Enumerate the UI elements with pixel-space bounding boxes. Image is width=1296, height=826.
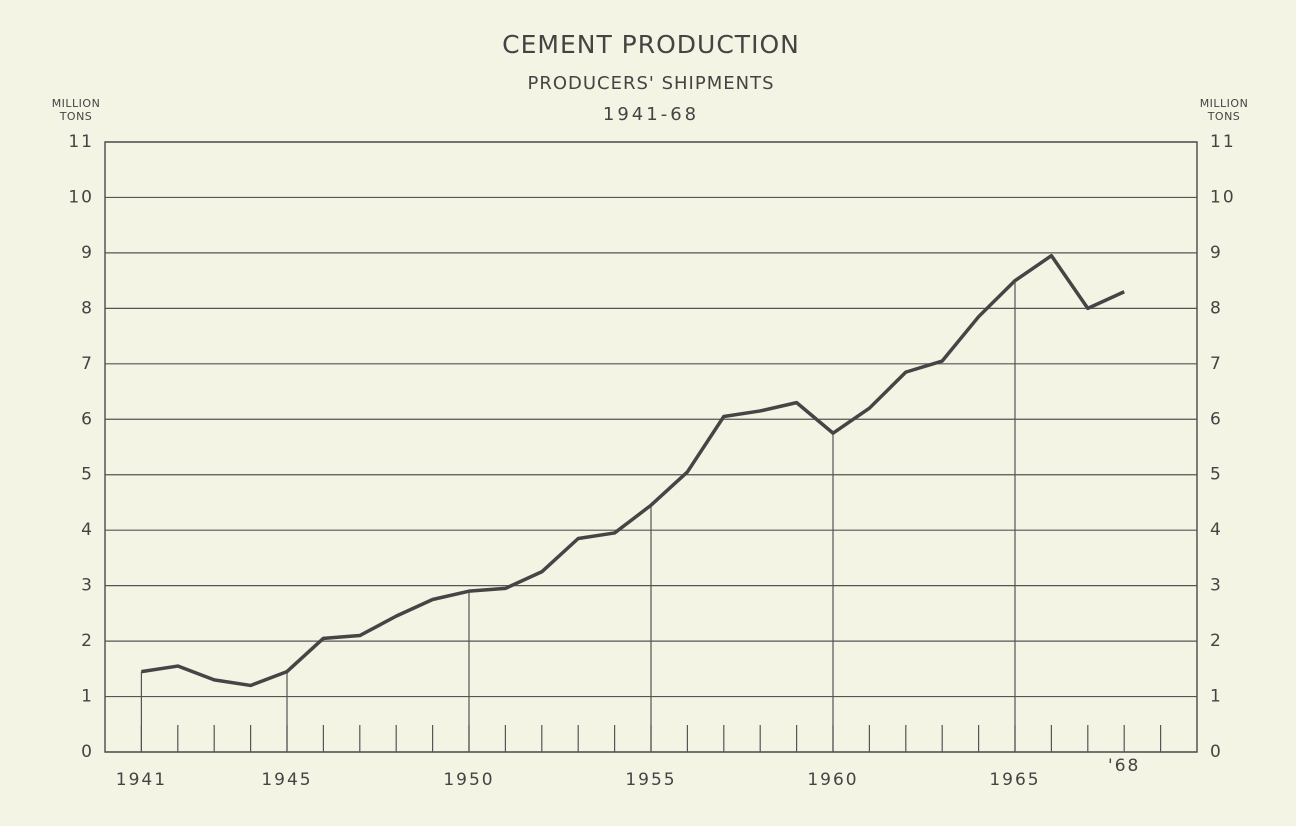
y2-tick-label: 5	[1210, 465, 1223, 485]
y2-tick-label: 11	[1210, 132, 1236, 152]
y-tick-label: 1	[81, 687, 94, 707]
y-tick-label: 0	[81, 742, 94, 762]
y-tick-label: 4	[81, 520, 94, 540]
y2-tick-label: 1	[1210, 687, 1223, 707]
y-tick-label: 8	[81, 298, 94, 318]
x-tick-label: 1950	[443, 770, 494, 790]
y-tick-label: 3	[81, 576, 94, 596]
y-tick-label: 5	[81, 465, 94, 485]
x-tick-label: 1955	[625, 770, 676, 790]
y2-axis-title: MILLION TONS	[1200, 97, 1249, 123]
y2-tick-label: 8	[1210, 298, 1223, 318]
chart-subtitle: PRODUCERS' SHIPMENTS	[527, 73, 774, 94]
x-tick-label: 1941	[116, 770, 167, 790]
y2-tick-label: 4	[1210, 520, 1223, 540]
y-axis-title: MILLION TONS	[52, 97, 101, 123]
data-line	[141, 253, 1125, 688]
x-tick-label: '68	[1108, 756, 1140, 776]
y2-tick-label: 9	[1210, 243, 1223, 263]
y-tick-label: 2	[81, 631, 94, 651]
y-tick-label: 9	[81, 243, 94, 263]
y-tick-label: 7	[81, 354, 94, 374]
y2-tick-label: 7	[1210, 354, 1223, 374]
y2-tick-label: 6	[1210, 409, 1223, 429]
y2-tick-label: 2	[1210, 631, 1223, 651]
y2-tick-label: 10	[1210, 187, 1236, 207]
y-tick-label: 10	[68, 187, 94, 207]
x-tick-label: 1960	[807, 770, 858, 790]
y2-tick-label: 3	[1210, 576, 1223, 596]
y-tick-label: 11	[68, 132, 94, 152]
y-tick-label: 6	[81, 409, 94, 429]
y2-tick-label: 0	[1210, 742, 1223, 762]
chart-period: 1941-68	[603, 104, 699, 125]
chart-title: CEMENT PRODUCTION	[502, 30, 800, 59]
x-tick-label: 1945	[261, 770, 312, 790]
x-tick-label: 1965	[989, 770, 1040, 790]
